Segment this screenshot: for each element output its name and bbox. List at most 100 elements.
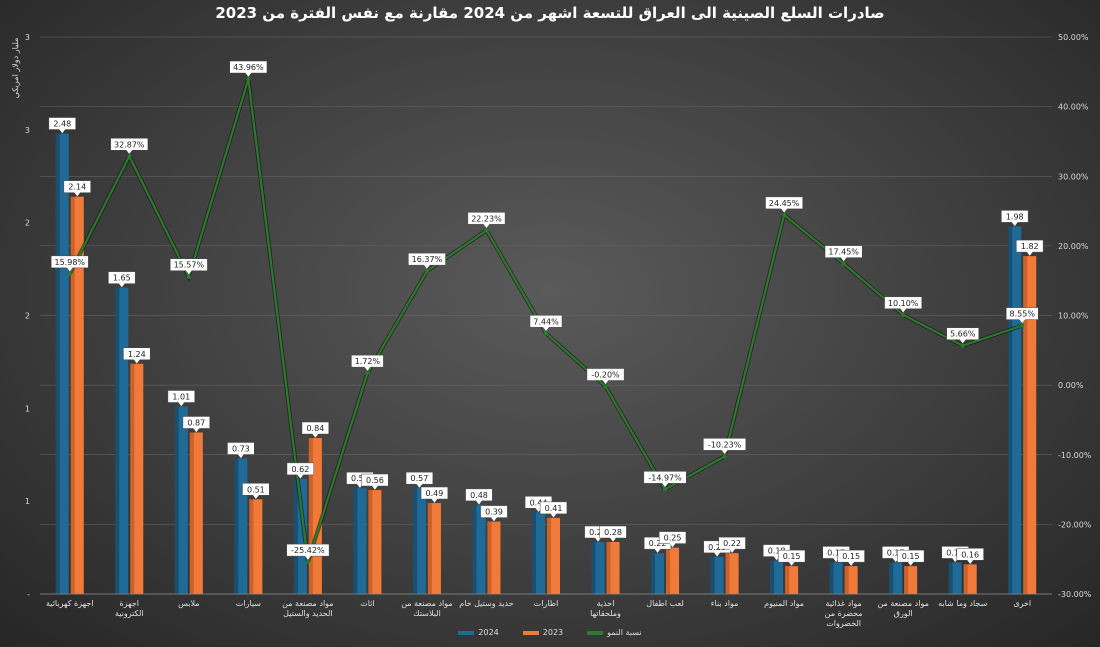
data-label-growth-text: 7.44% (533, 317, 559, 326)
growth-point (603, 384, 608, 389)
left-axis-tick-label: 1 (25, 404, 30, 413)
bar-2023-shade (308, 438, 313, 594)
data-label-growth: 5.66% (946, 327, 979, 345)
data-label-2024-bg (465, 488, 493, 506)
x-axis-category-label: مواد المنيوم (764, 599, 804, 608)
data-label-growth-text: -10.23% (708, 440, 742, 449)
data-label-2023-text: 0.16 (961, 550, 979, 559)
x-axis-category-label: اخرى (1013, 599, 1031, 608)
bar-2024-shade (115, 287, 120, 594)
data-label-2023-bg (123, 347, 151, 365)
data-label-2024-bg (1001, 210, 1029, 227)
bar-2023-shade (963, 564, 968, 594)
data-label-2024: 1.65 (108, 271, 136, 289)
data-label-2023-text: 2.14 (68, 183, 86, 192)
growth-point (960, 343, 965, 348)
growth-point (424, 269, 429, 274)
data-label-2023: 0.28 (599, 525, 627, 543)
bar-2023-shade (427, 503, 432, 594)
data-label-growth: 7.44% (529, 315, 563, 332)
data-label-2023-bg (63, 180, 91, 198)
data-label-growth: 43.96% (229, 60, 268, 78)
data-label-2023-bg (480, 505, 508, 523)
right-axis-tick-label: 40.00% (1058, 103, 1089, 112)
bar-2023-shade (249, 499, 254, 594)
data-label-2023-bg (182, 416, 210, 433)
data-label-2023: 0.15 (897, 549, 925, 567)
data-label-2023: 1.24 (123, 347, 151, 365)
data-label-2023: 2.14 (63, 180, 91, 198)
right-axis-tick-label: -20.00% (1058, 520, 1092, 529)
growth-point (67, 271, 72, 276)
legend-label-2023: 2023 (542, 628, 564, 637)
data-label-2024-text: 1.98 (1006, 212, 1024, 221)
data-label-2023-text: 0.41 (545, 504, 563, 513)
chart-title: صادرات السلع الصينية الى العراق للتسعة ا… (215, 4, 885, 22)
legend: 2024 2023 نسبة النمو (0, 628, 1100, 637)
bar-2024-shade (234, 458, 239, 594)
bar-2023-shade (189, 432, 194, 594)
data-label-growth: 16.37% (408, 252, 446, 270)
data-label-growth-bg (586, 368, 625, 385)
growth-point (841, 261, 846, 266)
x-axis-category-label: مواد مصنعة من الحديد والستيل (282, 599, 333, 618)
data-label-2023-bg (599, 525, 627, 543)
legend-item-2024: 2024 (458, 628, 499, 637)
data-label-growth-bg (1005, 307, 1039, 325)
data-label-2023-bg (361, 473, 389, 491)
bar-2024-shade (710, 556, 715, 594)
bar-2023-shade (785, 566, 790, 594)
data-label-2023-bg (718, 536, 746, 554)
data-label-2023-text: 0.49 (426, 489, 444, 498)
data-label-2023-text: 0.87 (187, 418, 205, 427)
right-axis-tick-label: 10.00% (1058, 312, 1089, 321)
data-label-2023-text: 0.56 (366, 476, 384, 485)
growth-point (901, 312, 906, 317)
data-label-growth-bg (824, 245, 863, 263)
data-label-growth-bg (286, 543, 330, 561)
data-label-growth: 32.87% (110, 138, 149, 155)
left-axis-tick-label: 2 (25, 219, 30, 228)
data-label-2024-text: 0.57 (411, 474, 429, 483)
data-label-growth-text: 17.45% (828, 248, 859, 257)
legend-item-growth: نسبة النمو (587, 628, 642, 637)
data-label-2024-text: 0.28 (589, 528, 607, 537)
growth-point (365, 371, 370, 376)
bar-2024-shade (770, 560, 775, 594)
bar-2023-shade (130, 363, 135, 594)
data-label-2024-text: 1.65 (113, 274, 131, 283)
data-label-2024-text: 0.20 (708, 543, 726, 552)
bar-2024-shade (293, 478, 298, 594)
data-label-2023-bg (837, 549, 865, 567)
data-label-growth: 22.23% (467, 212, 506, 229)
x-axis-category-label: مواد غذائية محضرة من الخضروات (825, 599, 863, 628)
data-label-2023-text: 0.84 (306, 424, 324, 433)
legend-label-2024: 2024 (478, 628, 499, 637)
bar-2024-shade (948, 562, 953, 594)
axes-layer: -30.00%-20.00%-10.00%0.00%10.00%20.00%30… (11, 33, 1092, 628)
data-label-2023: 0.56 (361, 473, 389, 491)
data-label-2024-bg (227, 442, 255, 459)
data-label-2023: 0.15 (837, 549, 865, 567)
data-label-2023-text: 0.15 (902, 552, 920, 561)
growth-point (663, 487, 668, 492)
data-label-growth-bg (765, 196, 803, 214)
data-label-2024-bg (405, 471, 434, 489)
x-axis-category-label: حديد وستيل خام (459, 599, 514, 608)
data-label-growth-text: -14.97% (648, 473, 682, 482)
legend-swatch-2023 (522, 630, 539, 635)
growth-point (782, 212, 787, 217)
data-label-growth: -10.23% (703, 438, 747, 455)
data-label-2024: 0.48 (465, 488, 493, 506)
data-label-2024: 2.48 (48, 117, 76, 134)
data-label-2023-text: 0.15 (842, 552, 860, 561)
data-label-growth: -25.42% (286, 543, 330, 561)
data-label-2024-text: 0.57 (351, 474, 369, 483)
right-axis-tick-label: 50.00% (1058, 33, 1089, 42)
right-axis-tick-label: -10.00% (1058, 451, 1092, 460)
bar-2023-shade (70, 196, 75, 594)
data-label-growth-text: 22.23% (471, 214, 502, 223)
data-label-growth-bg (884, 296, 923, 314)
legend-label-growth: نسبة النمو (607, 628, 642, 637)
